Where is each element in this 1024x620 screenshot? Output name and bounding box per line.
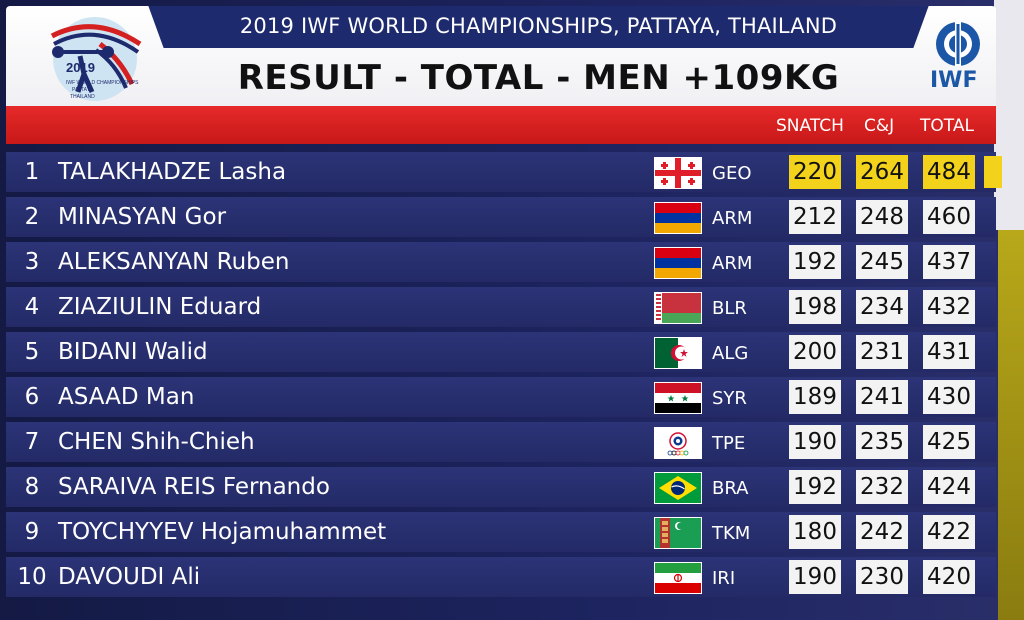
athlete-name: MINASYAN Gor (58, 204, 227, 230)
edge-panel (994, 0, 1024, 230)
snatch-value: 190 (789, 425, 841, 459)
nation-code: GEO (712, 163, 752, 184)
cj-value: 230 (856, 560, 908, 594)
logo-event-name: IWF WORLD CHAMPIONSHIPS (66, 80, 139, 86)
nation-code: TKM (712, 523, 751, 544)
snatch-value: 180 (789, 515, 841, 549)
tpe-flag-icon (654, 427, 702, 459)
nation-code: IRI (712, 568, 736, 589)
total-value: 422 (923, 515, 975, 549)
championship-logo: 2019 IWF WORLD CHAMPIONSHIPS PATTAYA THA… (50, 17, 142, 101)
table-row: 10 DAVOUDI Ali IRI 190 230 420 (6, 557, 996, 597)
table-row: 8 SARAIVA REIS Fernando BRA 192 232 424 (6, 467, 996, 507)
total-value: 460 (923, 200, 975, 234)
athlete-name: TALAKHADZE Lasha (58, 159, 287, 185)
nation-code: TPE (712, 433, 746, 454)
total-value: 424 (923, 470, 975, 504)
nation-code: ARM (712, 208, 753, 229)
athlete-name: DAVOUDI Ali (58, 564, 201, 590)
result-title: RESULT - TOTAL - MEN +109KG (237, 58, 840, 98)
total-value: 484 (923, 155, 975, 189)
total-value: 437 (923, 245, 975, 279)
snatch-value: 200 (789, 335, 841, 369)
cj-value: 231 (856, 335, 908, 369)
snatch-value: 192 (789, 470, 841, 504)
total-value: 432 (923, 290, 975, 324)
column-header-total: TOTAL (920, 116, 974, 136)
nation-code: ARM (712, 253, 753, 274)
athlete-name: ASAAD Man (58, 384, 195, 410)
athlete-name: BIDANI Walid (58, 339, 208, 365)
table-row: 1 TALAKHADZE Lasha GEO 220 264 484 (6, 152, 1002, 192)
bra-flag-icon (654, 472, 702, 504)
blr-flag-icon (654, 292, 702, 324)
total-value: 430 (923, 380, 975, 414)
arm-flag-icon (654, 247, 702, 279)
arm-flag-icon (654, 202, 702, 234)
athlete-name: CHEN Shih-Chieh (58, 429, 255, 455)
syr-flag-icon (654, 382, 702, 414)
rank: 2 (24, 204, 40, 230)
iwf-logo-text: IWF (930, 68, 978, 93)
rank: 7 (24, 429, 40, 455)
athlete-name: SARAIVA REIS Fernando (58, 474, 330, 500)
column-header-bar (6, 106, 996, 144)
column-header-snatch: SNATCH (776, 116, 844, 136)
rank: 10 (17, 564, 47, 590)
rank: 5 (24, 339, 40, 365)
total-value: 420 (923, 560, 975, 594)
header: 2019 IWF WORLD CHAMPIONSHIPS, PATTAYA, T… (6, 6, 996, 106)
total-value: 431 (923, 335, 975, 369)
logo-country: THAILAND (70, 94, 95, 100)
cj-value: 245 (856, 245, 908, 279)
total-value: 425 (923, 425, 975, 459)
snatch-value: 189 (789, 380, 841, 414)
cj-value: 235 (856, 425, 908, 459)
snatch-value: 198 (789, 290, 841, 324)
cj-value: 264 (856, 155, 908, 189)
logo-city: PATTAYA (72, 87, 94, 93)
cj-value: 248 (856, 200, 908, 234)
athlete-name: TOYCHYYEV Hojamuhammet (58, 519, 387, 545)
table-row: 3 ALEKSANYAN Ruben ARM 192 245 437 (6, 242, 996, 282)
event-title: 2019 IWF WORLD CHAMPIONSHIPS, PATTAYA, T… (239, 14, 838, 38)
nation-code: BLR (712, 298, 747, 319)
iri-flag-icon (654, 562, 702, 594)
table-row: 5 BIDANI Walid ALG 200 231 431 (6, 332, 996, 372)
snatch-value: 192 (789, 245, 841, 279)
rank: 1 (24, 159, 40, 185)
cj-value: 234 (856, 290, 908, 324)
athlete-name: ZIAZIULIN Eduard (58, 294, 262, 320)
table-row: 7 CHEN Shih-Chieh TPE 190 235 425 (6, 422, 996, 462)
rank: 4 (24, 294, 40, 320)
tkm-flag-icon (654, 517, 702, 549)
geo-flag-icon (654, 157, 702, 189)
cj-value: 232 (856, 470, 908, 504)
nation-code: ALG (712, 343, 749, 364)
rank: 3 (24, 249, 40, 275)
cj-value: 241 (856, 380, 908, 414)
nation-code: BRA (712, 478, 749, 499)
table-row: 6 ASAAD Man SYR 189 241 430 (6, 377, 996, 417)
rank: 8 (24, 474, 40, 500)
cj-value: 242 (856, 515, 908, 549)
logo-year: 2019 (66, 60, 95, 75)
snatch-value: 212 (789, 200, 841, 234)
gold-highlight-tab (984, 156, 1002, 188)
snatch-value: 220 (789, 155, 841, 189)
edge-panel-gold (998, 230, 1024, 620)
nation-code: SYR (712, 388, 747, 409)
snatch-value: 190 (789, 560, 841, 594)
alg-flag-icon (654, 337, 702, 369)
athlete-name: ALEKSANYAN Ruben (58, 249, 290, 275)
iwf-logo (936, 22, 980, 66)
rank: 9 (24, 519, 40, 545)
column-header-cj: C&J (864, 116, 895, 136)
title-banner (176, 6, 901, 48)
rank: 6 (24, 384, 40, 410)
table-row: 2 MINASYAN Gor ARM 212 248 460 (6, 197, 996, 237)
table-row: 4 ZIAZIULIN Eduard BLR 198 234 432 (6, 287, 996, 327)
table-row: 9 TOYCHYYEV Hojamuhammet TKM 180 242 422 (6, 512, 996, 552)
